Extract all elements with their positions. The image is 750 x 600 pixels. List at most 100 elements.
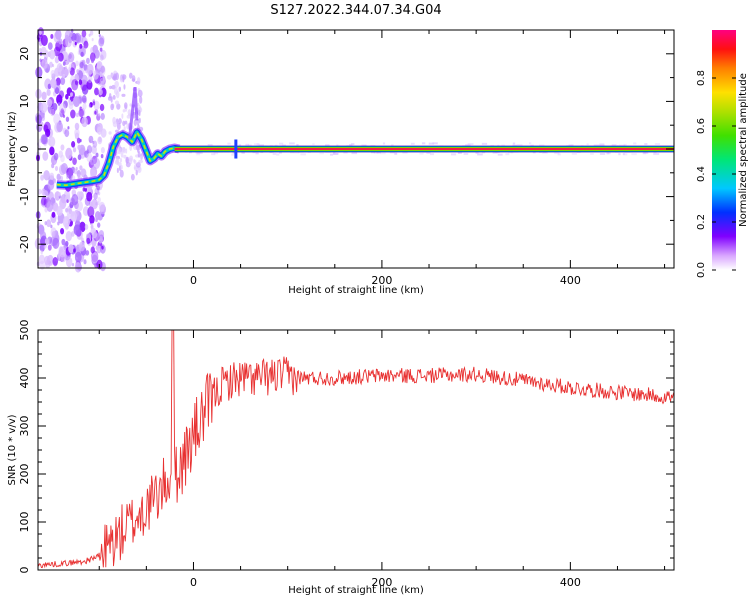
heatmap-cell (69, 78, 74, 85)
heatmap-cell (58, 150, 64, 158)
heatmap-cell (373, 151, 379, 154)
heatmap-cell (282, 144, 286, 147)
heatmap-cell (97, 222, 101, 228)
snr-line (37, 329, 675, 569)
heatmap-cell (70, 231, 75, 237)
heatmap-cell (248, 144, 252, 147)
heatmap-cell (50, 34, 54, 39)
heatmap-cell (85, 57, 90, 64)
heatmap-cell (51, 231, 56, 237)
heatmap-cell (52, 103, 58, 111)
heatmap-cell (79, 43, 83, 49)
heatmap-cell (370, 151, 376, 154)
heatmap-cell (394, 152, 398, 155)
spectrogram-x-label: Height of straight line (km) (288, 285, 424, 296)
heatmap-cell (94, 87, 99, 96)
colorbar-label: Normalized spectral amplitude (738, 73, 749, 227)
heatmap-cell (599, 144, 605, 147)
heatmap-cell (47, 42, 53, 50)
heatmap-cell (50, 69, 55, 77)
heatmap-cell (40, 199, 46, 207)
heatmap-cell (623, 143, 627, 146)
heatmap-cell (93, 192, 98, 200)
heatmap-cell (45, 50, 49, 55)
heatmap-cell (86, 233, 89, 238)
y-tick-label: 500 (18, 320, 31, 341)
heatmap-cell (279, 142, 284, 145)
heatmap-cell (276, 153, 280, 156)
heatmap-cell (188, 151, 192, 154)
heatmap-cell (380, 152, 386, 155)
heatmap-cell (58, 90, 64, 99)
heatmap-cell (114, 80, 119, 88)
heatmap-cell (62, 73, 66, 79)
heatmap-cell (89, 157, 95, 166)
heatmap-cell (41, 91, 47, 101)
heatmap-cell (67, 52, 75, 63)
y-tick-label: -10 (18, 188, 31, 206)
heatmap-cell (59, 103, 67, 115)
heatmap-cell (92, 44, 98, 54)
heatmap-cell (623, 153, 628, 156)
heatmap-cell (116, 103, 121, 110)
heatmap-cell (135, 144, 141, 151)
heatmap-cell (75, 80, 79, 86)
heatmap-cell (57, 221, 60, 226)
heatmap-cell (128, 72, 133, 79)
heatmap-cell (76, 69, 79, 74)
heatmap-cell (106, 74, 112, 80)
heatmap-cell (252, 151, 256, 154)
heatmap-cell (74, 73, 80, 82)
heatmap-cell (138, 112, 141, 117)
heatmap-cell (64, 34, 70, 43)
heatmap-cell (87, 206, 95, 218)
heatmap-cell (41, 188, 46, 196)
heatmap-cell (510, 151, 514, 154)
heatmap-cell (269, 151, 274, 154)
heatmap-cell (40, 196, 48, 208)
heatmap-cell (92, 101, 96, 106)
heatmap-cell (120, 164, 123, 170)
x-tick-label: 0 (190, 576, 197, 589)
heatmap-cell (76, 112, 79, 118)
heatmap-cell (40, 102, 48, 114)
heatmap-cell (653, 151, 657, 154)
spectrogram-ticks: 0 200 400 -20 -10 0 10 20 (18, 29, 674, 287)
heatmap-cell (58, 192, 61, 197)
colorbar-ticks: 0.0 0.2 0.4 0.6 0.8 (696, 70, 736, 278)
heatmap-cell (59, 251, 67, 263)
y-tick-label: 10 (18, 94, 31, 108)
heatmap-cell (64, 194, 71, 204)
heatmap-cell (68, 99, 72, 104)
heatmap-cell (125, 156, 129, 164)
heatmap-cell (65, 147, 73, 160)
heatmap-cell (115, 157, 119, 164)
heatmap-cell (86, 237, 91, 245)
heatmap-cell (140, 155, 143, 161)
heatmap-cell (74, 251, 82, 263)
heatmap-cell (54, 166, 59, 172)
heatmap-cell (254, 143, 260, 146)
heatmap-cell (129, 155, 134, 162)
x-tick-label: 400 (560, 576, 581, 589)
heatmap-cell (65, 240, 69, 247)
heatmap-cell (532, 151, 536, 154)
heatmap-cell (39, 260, 46, 270)
heatmap-cell (475, 151, 480, 154)
heatmap-cell (289, 142, 295, 145)
heatmap-cell (81, 95, 87, 103)
heatmap-cell (643, 151, 649, 154)
heatmap-cell (81, 116, 88, 128)
heatmap-cell (71, 262, 75, 267)
heatmap-cell (125, 148, 128, 154)
heatmap-cell (120, 150, 124, 158)
heatmap-cell (59, 197, 67, 210)
heatmap-cell (93, 100, 100, 111)
y-tick-label: 0 (18, 567, 31, 574)
heatmap-cell (349, 143, 353, 146)
heatmap-cell (81, 29, 87, 38)
colorbar: 0.0 0.2 0.4 0.6 0.8 Normalized spectral ampl… (696, 30, 749, 278)
heatmap-cell (86, 63, 94, 75)
heatmap-cell (78, 108, 84, 118)
